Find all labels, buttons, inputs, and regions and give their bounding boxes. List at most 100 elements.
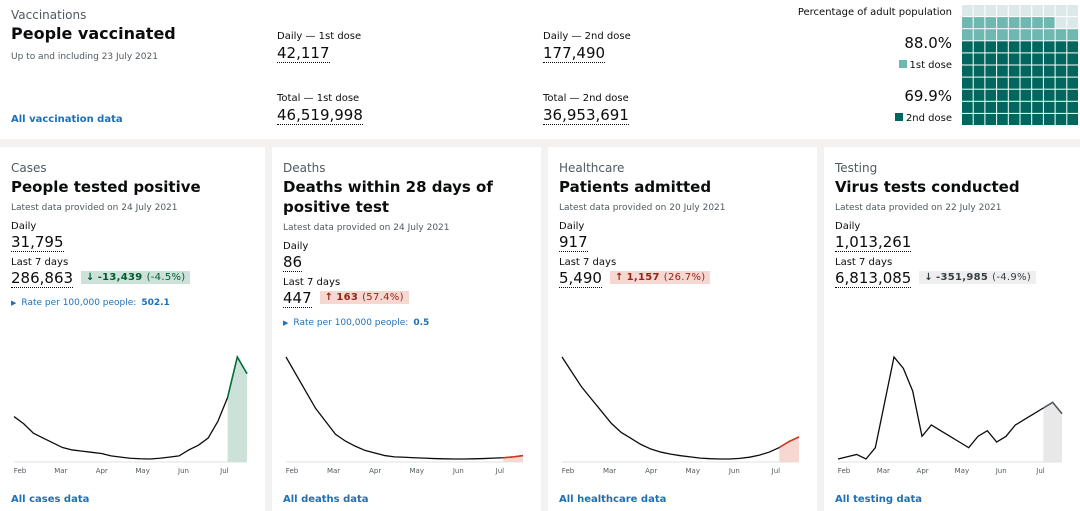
metric-value: 36,953,691: [543, 106, 629, 125]
x-tick-label: Jun: [728, 467, 740, 475]
link[interactable]: All healthcare data: [559, 494, 667, 505]
x-tick-label: May: [409, 467, 423, 475]
waffle-cell: [997, 89, 1008, 101]
x-tick-label: Mar: [54, 467, 67, 475]
waffle-cell: [997, 29, 1008, 41]
waffle-cell: [1020, 101, 1032, 113]
title: People tested positive: [11, 178, 201, 196]
caption: Testing: [835, 161, 878, 175]
waffle-cell: [1043, 5, 1055, 17]
week-label: Last 7 days: [283, 277, 341, 288]
daily-label: Daily: [283, 241, 309, 252]
waffle-cell: [1055, 65, 1067, 77]
waffle-cell: [973, 29, 985, 41]
waffle-cell: [962, 5, 973, 17]
rate-label: Rate per 100,000 people:: [293, 318, 409, 328]
change-value: 163: [336, 292, 359, 303]
waffle-cell: [1032, 41, 1043, 53]
x-tick-label: May: [135, 467, 149, 475]
waffle-cell: [997, 17, 1008, 29]
x-tick-label: Apr: [645, 467, 657, 475]
legend-swatch: [898, 60, 907, 68]
week-row: 447 ↑ 163 (57.4%): [283, 288, 533, 308]
week-value: 447: [283, 289, 312, 308]
daily-value: 1,013,261: [835, 233, 912, 252]
percent-label: 69.9%: [904, 87, 952, 105]
waffle-cell: [1043, 113, 1055, 125]
waffle-cell: [1067, 89, 1078, 101]
waffle-cell: [1067, 77, 1078, 89]
waffle-cell: [962, 41, 973, 53]
waffle-cell: [1008, 113, 1020, 125]
week-row: 6,813,085 ↓ -351,985 (-4.9%): [835, 268, 1072, 288]
waffle-cell: [962, 113, 973, 125]
week-label: Last 7 days: [559, 257, 617, 268]
waffle-cell: [997, 77, 1008, 89]
x-tick-label: Jun: [452, 467, 464, 475]
waffle-cell: [985, 89, 997, 101]
waffle-cell: [1032, 77, 1043, 89]
line: [561, 356, 800, 460]
change-chip: ↑ 163 (57.4%): [319, 291, 409, 304]
waffle-cell: [973, 77, 985, 89]
waffle-cell: [985, 29, 997, 41]
waffle-cell: [973, 5, 985, 17]
waffle-cell: [1008, 53, 1020, 65]
waffle-cell: [985, 77, 997, 89]
legend-swatch: [894, 113, 903, 121]
waffle-cell: [1055, 41, 1067, 53]
metric-value: 46,519,998: [277, 106, 363, 125]
rate: ▶ Rate per 100,000 people: 502.1: [11, 298, 257, 308]
waffle-chart: [962, 5, 1078, 125]
daily-label: Daily: [559, 221, 585, 232]
title: Virus tests conducted: [835, 178, 1020, 196]
legend-label: 1st dose: [909, 60, 953, 71]
waffle-cell: [1067, 5, 1078, 17]
rate-toggle: ▶: [11, 299, 17, 307]
waffle-cell: [1043, 101, 1055, 113]
updated: Latest data provided on 24 July 2021: [11, 203, 178, 213]
link[interactable]: All testing data: [835, 494, 922, 505]
x-tick-label: Apr: [96, 467, 108, 475]
week-value: 5,490: [559, 269, 602, 288]
waffle-cell: [962, 17, 973, 29]
waffle-cell: [997, 41, 1008, 53]
legend-entry: 1st dose: [898, 60, 953, 71]
waffle-cell: [1055, 5, 1067, 17]
link[interactable]: All vaccination data: [11, 114, 123, 125]
week-row: 286,863 ↓ -13,439 (-4.5%): [11, 268, 257, 288]
waffle-cell: [997, 53, 1008, 65]
highlight-area: [1043, 402, 1062, 462]
x-tick-label: Mar: [327, 467, 340, 475]
daily-row: 31,795: [11, 232, 257, 252]
percent-label: 88.0%: [904, 34, 952, 52]
waffle-cell: [985, 53, 997, 65]
link[interactable]: All cases data: [11, 494, 90, 505]
link[interactable]: All deaths data: [283, 494, 369, 505]
waffle-cell: [1055, 17, 1067, 29]
waffle-cell: [985, 101, 997, 113]
line: [13, 355, 248, 460]
updated: Latest data provided on 20 July 2021: [559, 203, 726, 213]
waffle-cell: [1055, 53, 1067, 65]
caption: Deaths: [283, 161, 326, 175]
waffle-cell: [962, 89, 973, 101]
highlight-line: [226, 355, 248, 398]
change-percent: (26.7%): [663, 272, 706, 283]
waffle-cell: [1067, 29, 1078, 41]
sparkline: Feb Mar Apr May Jun Jul: [285, 356, 524, 475]
waffle-cell: [997, 65, 1008, 77]
waffle-cell: [1067, 101, 1078, 113]
daily-row: 917: [559, 232, 809, 252]
change-arrow: ↑: [324, 292, 334, 303]
waffle-cell: [1020, 5, 1032, 17]
vaccination-panel: Vaccinations People vaccinated Up to and…: [0, 0, 1080, 139]
waffle-cell: [985, 5, 997, 17]
x-tick-label: Mar: [877, 467, 890, 475]
waffle-cell: [997, 101, 1008, 113]
waffle-cell: [973, 65, 985, 77]
week-value: 6,813,085: [835, 269, 912, 288]
waffle-cell: [1043, 29, 1055, 41]
change-chip: ↑ 1,157 (26.7%): [609, 271, 711, 284]
x-tick-label: Feb: [286, 467, 299, 475]
